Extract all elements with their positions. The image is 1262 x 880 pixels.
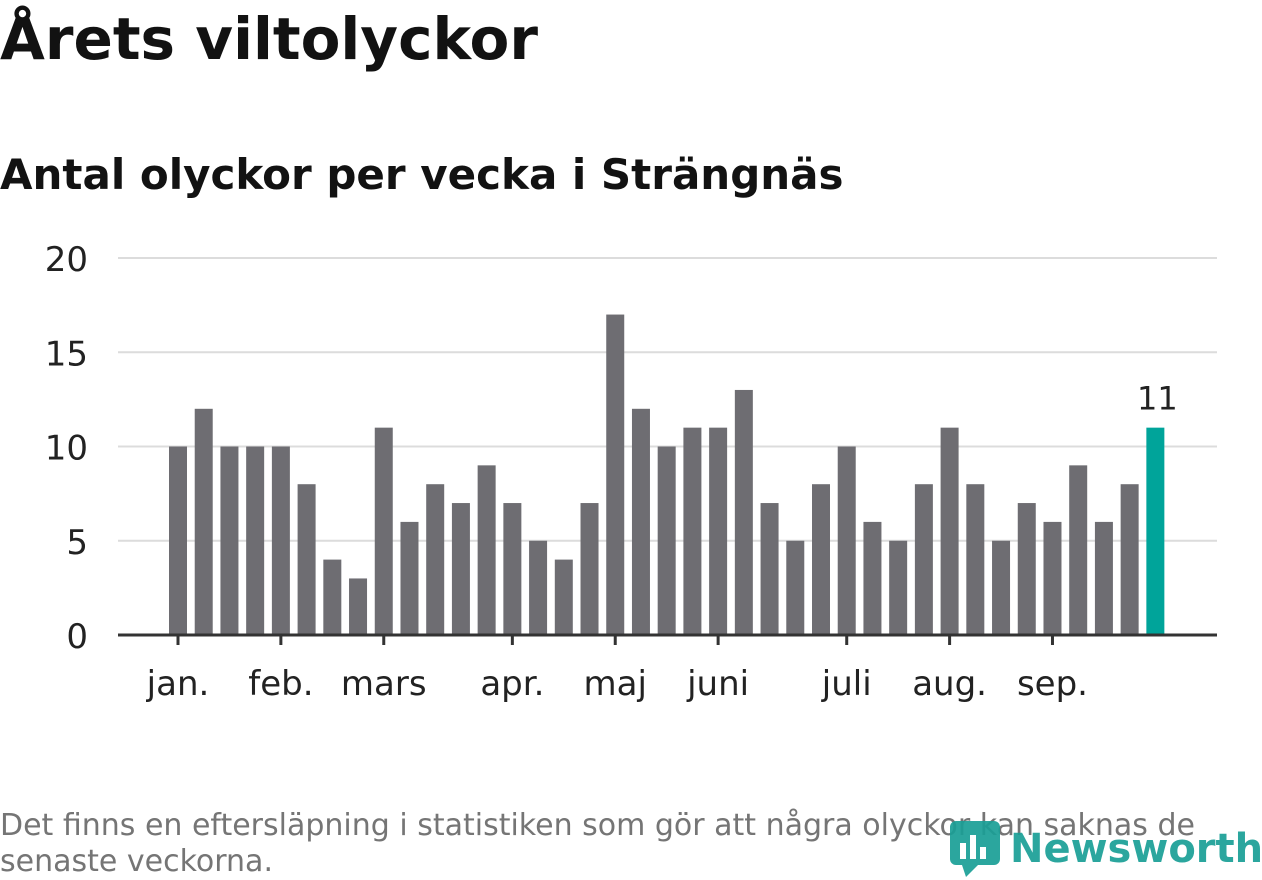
bar <box>194 408 213 635</box>
newsworthy-logo-icon <box>950 821 1000 877</box>
bar <box>451 503 470 635</box>
bar <box>426 484 445 635</box>
bar-chart: 0 5 10 15 20 jan. feb. mars apr. maj juni juli aug. s… <box>45 240 1217 704</box>
y-tick-label: 0 <box>66 617 88 657</box>
bar <box>734 389 753 635</box>
bar <box>1043 521 1062 635</box>
x-tick-label: feb. <box>248 664 313 704</box>
bar <box>1120 484 1139 635</box>
x-tick-label: juni <box>686 664 749 704</box>
page-title: Årets viltolyckor <box>0 5 538 73</box>
y-tick-label: 10 <box>45 429 88 469</box>
bar <box>966 484 985 635</box>
bar <box>477 465 496 635</box>
x-tick-label: sep. <box>1017 664 1088 704</box>
bar <box>992 540 1011 635</box>
x-tick-label: jan. <box>146 664 210 704</box>
bar <box>1094 521 1113 635</box>
logo-text: Newsworthy <box>1010 826 1262 872</box>
bar <box>246 446 265 635</box>
bar <box>914 484 933 635</box>
x-tick-label: apr. <box>480 664 544 704</box>
bar <box>837 446 856 635</box>
y-tick-label: 20 <box>45 240 88 280</box>
newsworthy-logo: Newsworthy <box>948 818 1262 880</box>
bar <box>1069 465 1088 635</box>
y-tick-label: 5 <box>66 523 88 563</box>
bar <box>374 427 393 635</box>
bar <box>349 578 368 635</box>
bar-latest-week <box>1146 427 1165 635</box>
x-tick-label: maj <box>584 664 647 704</box>
bar <box>786 540 805 635</box>
bar <box>631 408 650 635</box>
x-tick-label: juli <box>821 664 872 704</box>
chart-subtitle: Antal olyckor per vecka i Strängnäs <box>0 150 844 199</box>
bar <box>863 521 882 635</box>
bar <box>889 540 908 635</box>
bar <box>580 503 599 635</box>
bar <box>503 503 522 635</box>
data-label-latest: 11 <box>1137 380 1178 418</box>
bar <box>323 559 342 635</box>
bar <box>220 446 239 635</box>
bar <box>683 427 702 635</box>
y-tick-label: 15 <box>45 334 88 374</box>
bar <box>1017 503 1036 635</box>
bar <box>271 446 290 635</box>
bar <box>760 503 779 635</box>
x-tick-label: mars <box>341 664 427 704</box>
bar <box>400 521 419 635</box>
bar <box>169 446 187 635</box>
bar <box>709 427 728 635</box>
bar <box>297 484 316 635</box>
bar <box>940 427 959 635</box>
x-tick-label: aug. <box>912 664 987 704</box>
bar <box>554 559 573 635</box>
bar <box>529 540 548 635</box>
bar <box>812 484 830 635</box>
bar <box>657 446 676 635</box>
bar <box>606 314 625 635</box>
